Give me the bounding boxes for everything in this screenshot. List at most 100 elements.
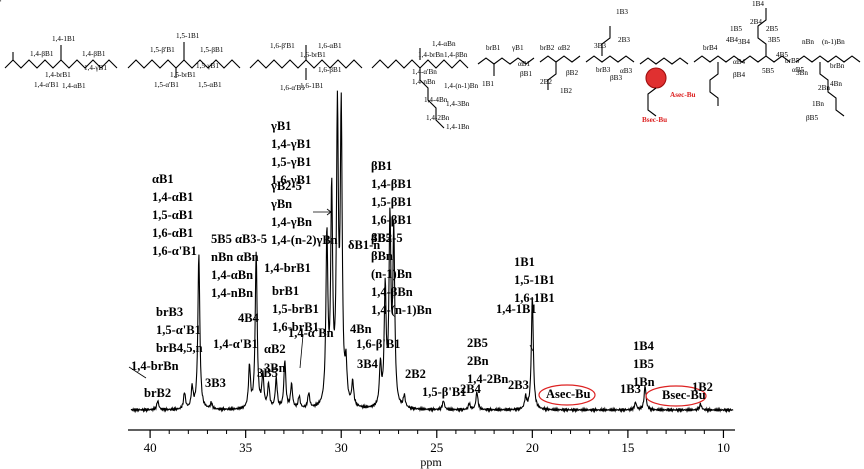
peak-label-line: 1,4-αB1 xyxy=(152,190,193,204)
peak-label: 3Bn xyxy=(264,361,286,375)
structure-label: 4B5 xyxy=(776,51,788,59)
structure-label: 2Bn xyxy=(818,84,830,92)
structure-label: 1,4-βBn xyxy=(444,51,468,59)
peak-label: Asec-Bu xyxy=(546,387,590,401)
structure-label: 1,4-(n-1)Bn xyxy=(444,82,479,90)
peak-label: αB2 xyxy=(264,342,286,356)
structure-label: 1,5-αB1 xyxy=(198,81,222,89)
peak-label-line: brB2 xyxy=(144,386,171,400)
peak-label-line: nBn αBn xyxy=(211,250,259,264)
peak-label: 1,4-brBn xyxy=(131,359,179,373)
structure-label: 2B3 xyxy=(618,36,630,44)
structure-label: 1,4-βB1 xyxy=(30,50,54,58)
structure-label: nBn xyxy=(802,38,814,46)
structure-label: 1,6-1B1 xyxy=(300,82,324,90)
peak-label-line: βB2-5 xyxy=(371,231,403,245)
structure-label: 1,6-brB1 xyxy=(300,51,326,59)
peak-label-line: 2Bn xyxy=(467,354,489,368)
nmr-spectrum-line xyxy=(130,90,734,414)
peak-label-line: 1,4-α'B1 xyxy=(213,337,258,351)
peak-label-line: 2B4 xyxy=(460,382,482,396)
peak-labels: αB1 1,4-αB1 1,5-αB1 1,6-αB1 1,6-α'B1 γB1 1,4-γ… xyxy=(131,119,713,402)
peak-label-line: 4B5 xyxy=(371,231,392,245)
structure-label: αBn xyxy=(0,0,13,2)
structure-label: brB5 xyxy=(785,57,800,65)
peak-label: γB1 1,4-γB1 1,5-γB1 1,6-γB1 xyxy=(270,119,311,187)
structure-label: 1B3 xyxy=(616,8,628,16)
structure-label: αB4 xyxy=(733,58,746,66)
peak-label: brB1 1,5-brB1 1,6-brB1 xyxy=(272,284,319,334)
peak-label-line: Asec-Bu xyxy=(546,387,590,401)
peak-label-line: 3Bn xyxy=(264,361,286,375)
peak-label-line: 3B5 xyxy=(257,366,278,380)
structure-label: 1B4 xyxy=(752,0,764,8)
peak-label: 3B4 xyxy=(357,357,379,371)
structure-label: 4B4 xyxy=(726,36,738,44)
structure-label: αB1 xyxy=(518,60,531,68)
peak-label-line: 1,4-brB1 xyxy=(264,261,311,275)
peak-label-line: 1,4-α'Bn xyxy=(288,326,334,340)
peak-label-line: 4B4 xyxy=(238,311,260,325)
peak-label: 3B3 xyxy=(205,376,226,390)
structure-label: βB5 xyxy=(806,114,818,122)
structure-label: 1,4-3Bn xyxy=(446,100,470,108)
structure-label: 1,5-β'B1 xyxy=(150,46,175,54)
structure-label: 1,4-2Bn xyxy=(426,114,450,122)
peak-label: 1,4-brB1 xyxy=(264,261,311,275)
peak-label-line: 1,4-brBn xyxy=(131,359,179,373)
peak-label-line: brB4,5,n xyxy=(156,341,203,355)
structure-label: 1,4-1B1 xyxy=(52,35,76,43)
structure-label: brB2 xyxy=(540,44,555,52)
structure-label: 2B5 xyxy=(766,25,778,33)
peak-label-line: 1,5-β'B1 xyxy=(422,385,466,399)
polymer-structures-diagram xyxy=(4,8,861,129)
peak-label-line: 1,6-βB1 xyxy=(371,213,412,227)
peak-label-line: 1,4-βBn xyxy=(371,285,413,299)
peak-label: βB2-5 βBn (n-1)Bn 1,4-βBn 1,4-(n-1)Bn xyxy=(371,231,432,317)
structure-label: 1,4-nBn xyxy=(412,78,436,86)
structure-label: Bsec-Bu xyxy=(642,116,667,124)
x-axis-title: ppm xyxy=(420,455,442,469)
x-tick-label: 15 xyxy=(621,440,634,455)
structure-label: βB4 xyxy=(733,71,745,79)
peak-label-line: 1,6-αB1 xyxy=(152,226,193,240)
peak-label-line: βB1 xyxy=(371,159,392,173)
peak-label: 1B2 xyxy=(692,380,713,394)
peak-label: 2B4 xyxy=(460,382,482,396)
structure-label: 1Bn xyxy=(812,100,824,108)
structure-label: 3B4 xyxy=(738,38,750,46)
structure-label: 1,4-brBn xyxy=(418,51,444,59)
peak-label: αB1 1,4-αB1 1,5-αB1 1,6-αB1 1,6-α'B1 xyxy=(152,172,197,258)
x-axis: 40 35 30 25 20 15 10 ppm xyxy=(128,429,735,469)
structure-label: αB3 xyxy=(620,67,633,75)
peak-label-line: 1,5-α'B1 xyxy=(156,323,201,337)
peak-label-line: 1,6-brB1 xyxy=(272,320,319,334)
peak-label: brB2 xyxy=(144,386,171,400)
structure-label: 3B5 xyxy=(768,36,780,44)
structure-label: 5B5 xyxy=(762,67,774,75)
peak-label-line: βBn xyxy=(371,249,393,263)
peak-label-line: 1,4-(n-2)γBn xyxy=(271,233,338,247)
peak-label-line: 3B4 xyxy=(357,357,379,371)
peak-label: 2B3 xyxy=(508,378,529,392)
structure-label: 1B1 xyxy=(482,80,494,88)
peak-label: 3B5 xyxy=(257,366,278,380)
peak-label-line: 1,4-γBn xyxy=(271,215,312,229)
peak-label-line: 1,4-γB1 xyxy=(271,137,311,151)
peak-label-line: (n-1)Bn xyxy=(371,267,412,281)
structure-label: 1,4-αBn xyxy=(432,40,456,48)
structure-label: 1,4-α'Bn xyxy=(412,68,437,76)
peak-label-line: 3B3 xyxy=(205,376,226,390)
structure-label: brBn xyxy=(830,62,845,70)
structure-label: brB4 xyxy=(703,44,718,52)
peak-label: 1,4-α'Bn xyxy=(288,326,334,340)
peak-label: 5B5 αB3-5 nBn αBn 1,4-αBn 1,4-nBn xyxy=(211,232,267,300)
peak-label-line: 2B5 xyxy=(467,336,488,350)
peak-label-line: Bsec-Bu xyxy=(662,388,706,402)
peak-label-line: brB1 xyxy=(272,284,299,298)
peak-label-line: 4Bn xyxy=(350,322,372,336)
peak-label: 1,5-β'B1 xyxy=(422,385,466,399)
peak-label-line: 1,5-γB1 xyxy=(271,155,311,169)
